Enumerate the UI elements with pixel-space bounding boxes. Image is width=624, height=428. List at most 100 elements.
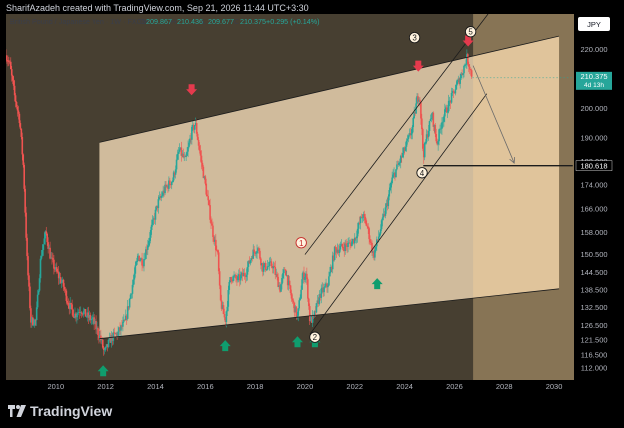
candle-body [100,335,102,340]
tradingview-logo[interactable]: TradingView [8,403,112,419]
candle-body [425,134,428,142]
candle-body [377,236,380,240]
candle-body [23,164,26,189]
footer-bar [0,392,624,428]
candle-body [122,321,124,327]
candle-body [80,312,83,314]
candle-body [180,147,183,156]
candle-body [353,237,356,244]
time-tick-label: 2028 [496,382,513,391]
candle-body [170,184,172,186]
candle-body [109,337,112,343]
candle-body [186,151,188,156]
wave-label: 5 [468,28,473,37]
candle-body [119,327,121,331]
candle-body [402,147,405,154]
candle-body [212,225,214,237]
candle-body [254,251,256,254]
candle-body [183,156,186,158]
candle-body [346,245,348,247]
candle-body [352,239,354,242]
candle-body [459,78,461,84]
line-rising-lower [309,93,488,335]
candle-body [446,111,449,113]
candle-body [451,90,454,93]
candle-body [218,271,221,286]
svg-text:210.375: 210.375 [580,72,607,81]
candle-body [175,159,178,170]
price-tick-label: 190.000 [580,133,607,142]
wave-label-circle [309,331,321,343]
candle-body [436,141,438,145]
candle-body [310,317,313,323]
candle-body [282,273,284,279]
candle-body [79,312,82,314]
candle-body [374,249,376,258]
candle-body [304,277,306,280]
candle-body [343,248,346,252]
candle-body [165,184,167,187]
candle-body [52,258,54,260]
candle-body [250,258,253,261]
candle-body [462,73,464,75]
candle-body [407,135,410,140]
candle-body [253,249,255,252]
candle-body [56,271,59,273]
candle-body [98,335,100,339]
candle-body [283,269,285,274]
candle-body [205,183,208,195]
candle-body [193,124,195,130]
candle-body [409,133,412,136]
candle-body [332,255,335,260]
candle-body [32,324,35,326]
candle-body [94,321,96,324]
candle-body [216,250,219,253]
candle-body [317,300,320,304]
candle-body [158,196,161,200]
candle-body [244,276,247,278]
candle-body [114,333,117,335]
candle-body [328,276,330,286]
candle-body [133,273,136,280]
candle-body [40,255,43,259]
candle-body [197,139,200,146]
candle-body [101,339,103,341]
candle-body [42,244,45,250]
candle-body [142,265,144,267]
price-tick-label: 121.500 [580,336,607,345]
candle-body [103,349,106,351]
candle-body [57,272,60,279]
candle-body [84,309,87,317]
candle-body [129,294,132,299]
candle-body [313,311,316,315]
candle-body [272,265,275,269]
candle-body [390,183,392,188]
candle-body [428,121,431,131]
candle-body [423,143,426,158]
candle-body [194,123,197,126]
candle-body [467,54,469,65]
price-chart[interactable]: 1 2 3 4 5 British Pound / Japanese Yen · 1W … [6,14,618,392]
candle-body [375,246,377,250]
candle-body [338,249,341,254]
candle-body [199,150,202,156]
candle-body [30,308,32,323]
candle-body [36,294,39,308]
candle-body [419,99,421,102]
price-tick-label: 112.000 [581,364,608,373]
candle-body [27,256,29,276]
candle-body [95,321,97,330]
candle-body [341,243,344,247]
candle-body [10,69,13,76]
candle-body [391,177,393,184]
candle-body [245,274,248,278]
currency-badge[interactable] [578,17,610,31]
candle-body [24,188,26,213]
candle-body [277,276,279,288]
candle-body [71,304,73,310]
candle-body [6,60,8,61]
candle-body [130,293,133,295]
candle-body [463,65,465,74]
candle-body [255,253,257,254]
down-arrow-icon [462,35,474,47]
